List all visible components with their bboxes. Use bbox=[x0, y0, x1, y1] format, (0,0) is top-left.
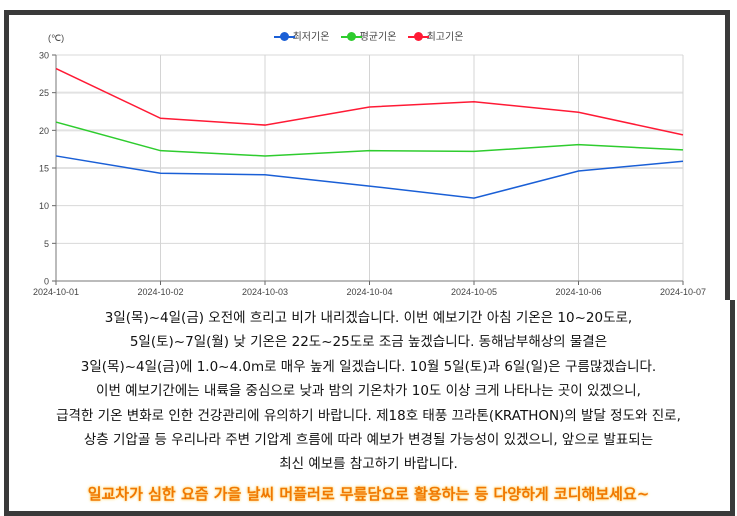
temperature-chart: 0 5 10 15 20 25 30 2024-10-01 2024-10-02 2024-10-… bbox=[0, 0, 737, 300]
description-line: 급격한 기온 변화로 인한 건강관리에 유의하기 바랍니다. 제18호 태풍 끄… bbox=[56, 407, 681, 424]
x-tick-label: 2024-10-06 bbox=[555, 287, 601, 297]
x-tick-label: 2024-10-07 bbox=[660, 287, 706, 297]
series-line-최저기온 bbox=[55, 155, 684, 199]
x-tick-label: 2024-10-02 bbox=[137, 287, 183, 297]
description-line: 상층 기압골 등 우리나라 주변 기압계 흐름에 따라 예보가 변경될 가능성이… bbox=[83, 432, 654, 449]
description-line: 3일(목)~4일(금) 오전에 흐리고 비가 내리겠습니다. 이번 예보기간 아… bbox=[104, 310, 633, 326]
x-tick-label: 2024-10-01 bbox=[33, 287, 79, 297]
legend-label: 최고기온 bbox=[426, 32, 464, 43]
description-line: 이번 예보기간에는 내륙을 중심으로 낮과 밤의 기온차가 10도 이상 크게 … bbox=[96, 383, 641, 400]
y-axis-unit: (℃) bbox=[48, 33, 64, 43]
y-tick-label: 15 bbox=[39, 164, 49, 174]
y-tick-label: 5 bbox=[44, 239, 49, 249]
series-line-평균기온 bbox=[55, 121, 684, 157]
series-line-최고기온 bbox=[55, 67, 684, 136]
x-tick-label: 2024-10-04 bbox=[346, 287, 392, 297]
description-line: 5일(토)~7일(월) 낮 기온은 22도~25도로 조금 높겠습니다. 동해남… bbox=[129, 334, 608, 351]
legend-item-min[interactable]: 최저기온 bbox=[273, 28, 330, 43]
legend-item-avg[interactable]: 평균기온 bbox=[340, 28, 397, 43]
description-line: 3일(목)~4일(금)에 1.0~4.0m로 매우 높게 일겠습니다. 10월 … bbox=[80, 358, 657, 375]
chart-legend: 최저기온 평균기온 최고기온 bbox=[0, 28, 737, 43]
legend-dot-icon bbox=[273, 32, 295, 41]
x-tick-label: 2024-10-05 bbox=[451, 287, 497, 297]
y-tick-label: 0 bbox=[44, 277, 49, 287]
forecast-description: 3일(목)~4일(금) 오전에 흐리고 비가 내리겠습니다. 이번 예보기간 아… bbox=[10, 306, 727, 477]
description-line: 최신 예보를 참고하기 바랍니다. bbox=[279, 456, 458, 473]
legend-dot-icon bbox=[340, 32, 362, 41]
legend-label: 최저기온 bbox=[292, 32, 330, 43]
legend-item-max[interactable]: 최고기온 bbox=[407, 28, 464, 43]
frame-right-edge bbox=[725, 10, 730, 300]
y-tick-label: 30 bbox=[39, 51, 49, 61]
legend-label: 평균기온 bbox=[359, 32, 397, 43]
y-tick-label: 10 bbox=[39, 201, 49, 211]
styling-tip: 일교차가 심한 요즘 가을 날씨 머플러로 무릎담요로 활용하는 등 다양하게 … bbox=[87, 485, 650, 503]
chart-clip bbox=[0, 0, 729, 300]
right-cover bbox=[729, 10, 737, 300]
x-tick-label: 2024-10-03 bbox=[242, 287, 288, 297]
legend-dot-icon bbox=[407, 32, 429, 41]
y-tick-label: 25 bbox=[39, 88, 49, 98]
y-tick-label: 20 bbox=[39, 126, 49, 136]
